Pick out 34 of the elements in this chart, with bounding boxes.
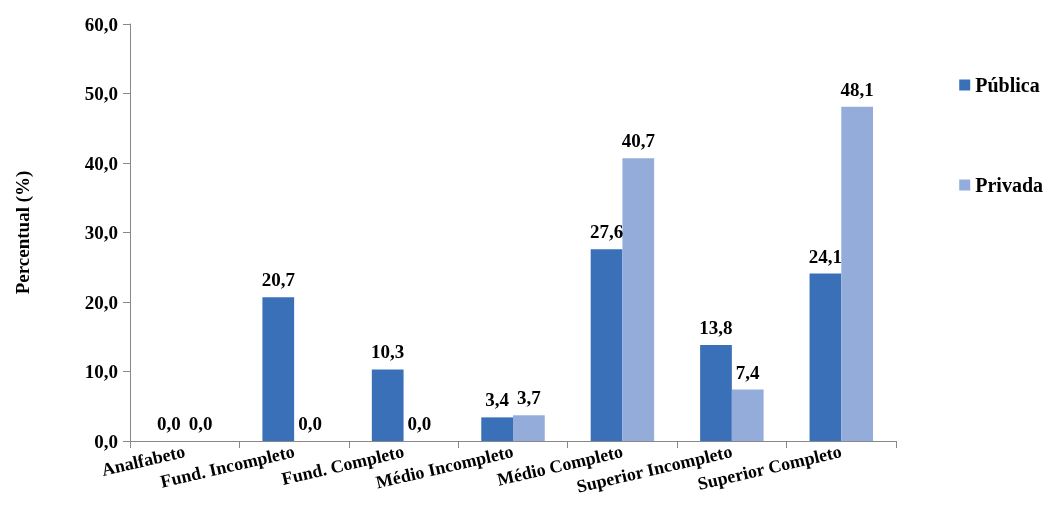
data-label: 7,4 [735,361,761,383]
y-tick-label: 20,0 [84,291,118,313]
y-tick-label: 50,0 [84,83,118,104]
data-label: 24,1 [808,245,843,267]
legend-label: Pública [975,74,1040,96]
data-label: 13,8 [699,317,733,339]
y-tick-label: 0,0 [94,430,118,452]
bar [841,106,874,441]
data-label: 27,6 [589,221,624,243]
y-tick-label: 10,0 [84,361,118,382]
y-axis-title: Percentual (%) [12,170,34,295]
y-tick-label: 30,0 [84,222,118,243]
data-label: 3,7 [516,387,542,409]
bar [622,158,655,441]
data-label: 3,4 [485,389,510,411]
bar [590,249,623,441]
data-label: 20,7 [261,269,296,291]
bar [731,389,764,441]
data-label: 48,1 [840,78,874,100]
y-tick-label: 40,0 [84,152,118,174]
data-label: 0,0 [407,413,432,434]
y-tick-label: 60,0 [84,13,118,35]
bar [513,415,545,441]
bar [809,273,842,441]
bar [481,417,513,441]
data-label: 0,0 [156,413,181,434]
data-label: 0,0 [188,413,213,434]
bar [371,369,404,441]
bar [262,297,295,441]
data-label: 10,3 [371,341,405,363]
data-label: 40,7 [621,130,656,152]
legend-label: Privada [975,174,1044,196]
bar [700,345,732,441]
data-label: 0,0 [298,413,322,434]
